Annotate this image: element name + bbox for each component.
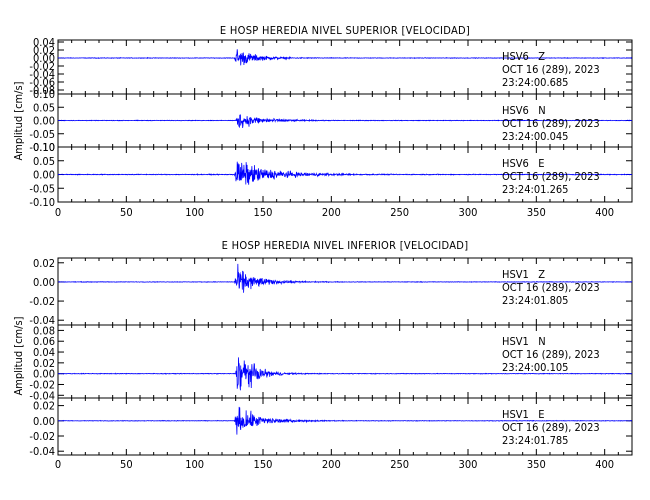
y-tick-label: -0.04 — [29, 68, 55, 81]
x-tick-label: 100 — [185, 206, 204, 219]
x-tick-label: 400 — [595, 206, 614, 219]
y-tick-label: 0.02 — [33, 400, 55, 413]
chart-title: E HOSP HEREDIA NIVEL INFERIOR [VELOCIDAD… — [222, 239, 469, 252]
y-tick-label: -0.02 — [29, 430, 55, 443]
x-tick-label: 0 — [55, 206, 61, 219]
x-tick-label: 200 — [322, 206, 341, 219]
x-tick-label: 50 — [120, 206, 133, 219]
station-component: HSV6 N — [502, 104, 546, 117]
x-tick-label: 250 — [390, 458, 409, 471]
record-time: 23:24:01.265 — [502, 183, 568, 196]
y-tick-label: -0.10 — [29, 196, 55, 209]
y-tick-label: 0.08 — [33, 324, 55, 337]
y-tick-label: 0.02 — [33, 44, 55, 57]
y-tick-label: -0.02 — [29, 295, 55, 308]
y-tick-label: 0.02 — [33, 257, 55, 270]
x-tick-label: 300 — [459, 458, 478, 471]
waveform-trace — [58, 161, 633, 185]
y-tick-label: 0.04 — [33, 36, 55, 49]
x-tick-label: 50 — [120, 458, 133, 471]
panel-hsv1-n: 0.080.060.040.020.00-0.02-0.04 HSV1 NOCT … — [29, 324, 633, 402]
x-tick-label: 200 — [322, 458, 341, 471]
y-tick-label: -0.05 — [29, 128, 55, 141]
record-date: OCT 16 (289), 2023 — [502, 170, 600, 183]
x-tick-label: 300 — [459, 206, 478, 219]
waveform-trace — [57, 357, 633, 391]
y-tick-label: -0.06 — [29, 76, 55, 89]
record-date: OCT 16 (289), 2023 — [502, 63, 600, 76]
record-time: 23:24:01.805 — [502, 294, 568, 307]
y-axis-label: Amplitud [cm/s] — [12, 316, 25, 395]
y-tick-label: -0.04 — [29, 314, 55, 327]
y-tick-label: 0.00 — [33, 169, 55, 182]
x-tick-label: 350 — [527, 206, 546, 219]
y-tick-label: 0.10 — [33, 88, 55, 101]
record-time: 23:24:00.105 — [502, 361, 568, 374]
y-tick-label: 0.00 — [33, 276, 55, 289]
waveform-trace — [57, 49, 633, 66]
station-component: HSV1 Z — [502, 268, 545, 281]
y-tick-label: -0.05 — [29, 182, 55, 195]
record-time: 23:24:01.785 — [502, 434, 568, 447]
chart-group-2: E HOSP HEREDIA NIVEL INFERIOR [VELOCIDAD… — [12, 239, 633, 471]
y-tick-label: -0.02 — [29, 378, 55, 391]
x-tick-label: 400 — [595, 458, 614, 471]
y-tick-label: 0.10 — [33, 141, 55, 154]
y-tick-label: 0.00 — [33, 368, 55, 381]
waveform-trace — [57, 263, 633, 293]
y-tick-label: -0.08 — [29, 84, 55, 97]
station-component: HSV1 N — [502, 335, 546, 348]
y-tick-label: -0.04 — [29, 445, 55, 458]
y-tick-label: 0.00 — [33, 115, 55, 128]
x-tick-label: 350 — [527, 458, 546, 471]
station-component: HSV6 E — [502, 157, 544, 170]
chart-group-1: E HOSP HEREDIA NIVEL SUPERIOR [VELOCIDAD… — [12, 24, 633, 219]
record-date: OCT 16 (289), 2023 — [502, 281, 600, 294]
y-tick-label: 0.04 — [33, 346, 55, 359]
x-tick-label: 150 — [254, 458, 273, 471]
record-time: 23:24:00.045 — [502, 130, 568, 143]
record-date: OCT 16 (289), 2023 — [502, 348, 600, 361]
y-tick-label: 0.06 — [33, 335, 55, 348]
waveform-trace — [57, 406, 633, 435]
x-tick-label: 100 — [185, 458, 204, 471]
y-tick-label: -0.02 — [29, 60, 55, 73]
y-tick-label: 0.00 — [33, 52, 55, 65]
y-tick-label: 0.02 — [33, 357, 55, 370]
record-time: 23:24:00.685 — [502, 76, 568, 89]
y-axis-label: Amplitud [cm/s] — [12, 81, 25, 160]
x-tick-label: 150 — [254, 206, 273, 219]
x-tick-label: 250 — [390, 206, 409, 219]
y-tick-label: 0.05 — [33, 101, 55, 114]
station-component: HSV6 Z — [502, 50, 545, 63]
y-tick-label: -0.10 — [29, 141, 55, 154]
waveform-trace — [57, 114, 633, 129]
chart-title: E HOSP HEREDIA NIVEL SUPERIOR [VELOCIDAD… — [220, 24, 470, 37]
record-date: OCT 16 (289), 2023 — [502, 117, 600, 130]
y-tick-label: 0.00 — [33, 415, 55, 428]
record-date: OCT 16 (289), 2023 — [502, 421, 600, 434]
station-component: HSV1 E — [502, 408, 544, 421]
y-tick-label: -0.04 — [29, 389, 55, 402]
panel-hsv6-z: 0.040.020.00-0.02-0.04-0.06-0.08 HSV6 ZOC… — [29, 36, 633, 97]
y-tick-label: 0.05 — [33, 155, 55, 168]
x-tick-label: 0 — [55, 458, 61, 471]
